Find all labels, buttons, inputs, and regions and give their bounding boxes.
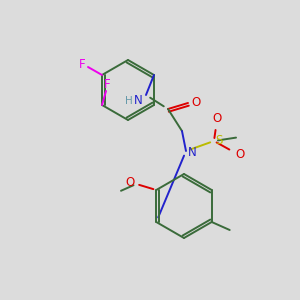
Text: O: O (191, 97, 201, 110)
Text: O: O (212, 112, 222, 125)
Text: O: O (126, 176, 135, 190)
Text: F: F (104, 79, 110, 92)
Text: O: O (236, 148, 244, 161)
Text: H: H (125, 96, 133, 106)
Text: F: F (79, 58, 85, 70)
Text: N: N (188, 146, 196, 160)
Text: N: N (134, 94, 142, 106)
Text: S: S (215, 134, 223, 148)
